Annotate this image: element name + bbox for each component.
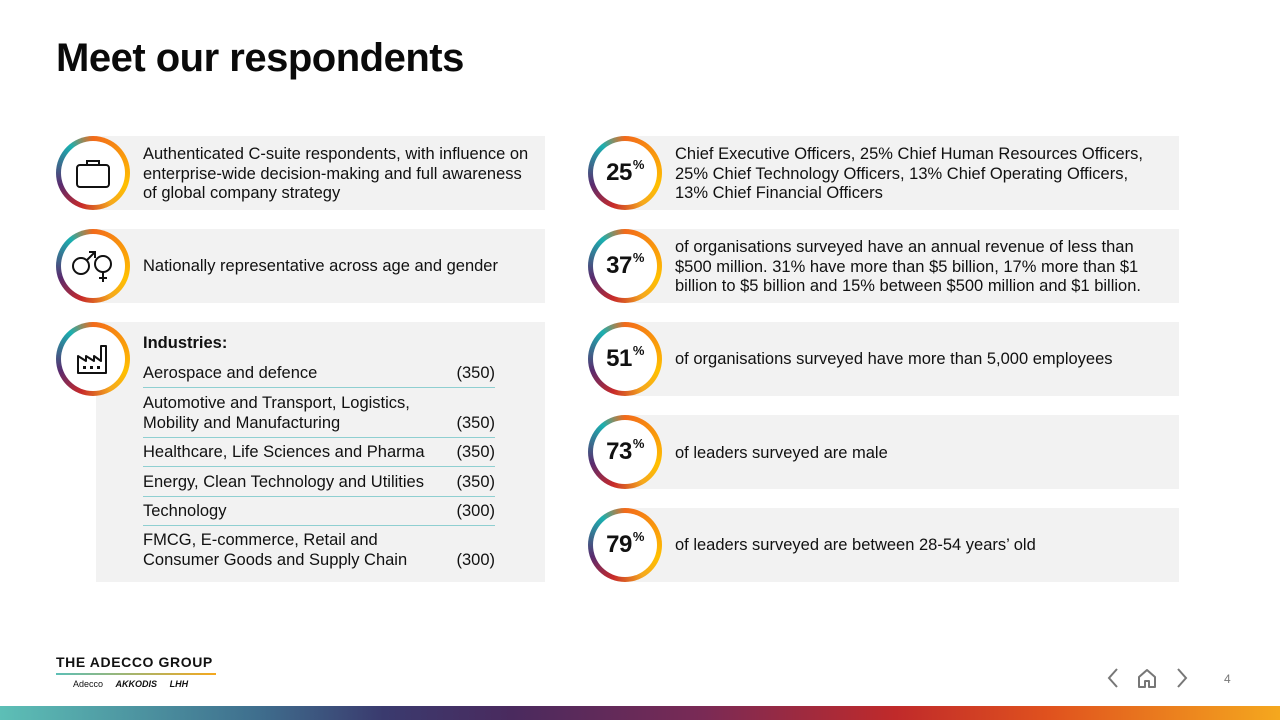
industry-row: Healthcare, Life Sciences and Pharma (35… xyxy=(143,440,495,467)
home-button[interactable] xyxy=(1135,664,1159,692)
brand-underline xyxy=(56,673,216,675)
stat-text: Chief Executive Officers, 25% Chief Huma… xyxy=(675,145,1143,202)
industry-count: (350) xyxy=(456,363,495,382)
stat-card xyxy=(630,229,1179,303)
industry-row: Automotive and Transport, Logistics, Mob… xyxy=(143,389,495,438)
stat-value: 25% xyxy=(606,157,644,186)
industry-row: Energy, Clean Technology and Utilities (… xyxy=(143,469,495,497)
industry-row: FMCG, E-commerce, Retail and Consumer Go… xyxy=(143,528,495,574)
stat-card xyxy=(630,415,1179,489)
sub-brand-lhh: LHH xyxy=(169,679,189,689)
industries-heading: Industries: xyxy=(143,334,228,352)
sub-brand-akkodis: AKKODIS xyxy=(115,679,158,689)
stat-text: of organisations surveyed have an annual… xyxy=(675,238,1141,295)
gradient-footer-bar xyxy=(0,706,1280,720)
industry-name: Healthcare, Life Sciences and Pharma xyxy=(143,442,425,461)
stat-value: 51% xyxy=(606,343,644,372)
stat-value: 73% xyxy=(606,436,644,465)
stat-value: 79% xyxy=(606,529,644,558)
sub-brand-adecco: Adecco xyxy=(73,679,104,689)
industries-ring xyxy=(56,322,130,396)
stat-value: 37% xyxy=(606,250,644,279)
industry-name: Technology xyxy=(143,501,227,520)
stat-text: of leaders surveyed are male xyxy=(675,444,888,462)
stat-ring: 37% xyxy=(588,229,662,303)
sub-brands: Adecco AKKODIS LHH xyxy=(73,679,198,689)
industry-count: (350) xyxy=(456,442,495,461)
factory-icon xyxy=(77,345,107,374)
gender-icon xyxy=(72,251,112,282)
page-number: 4 xyxy=(1224,672,1231,686)
industry-count: (350) xyxy=(456,472,495,491)
industry-name: Automotive and Transport, Logistics, Mob… xyxy=(143,394,410,432)
next-button[interactable] xyxy=(1170,664,1194,692)
previous-button[interactable] xyxy=(1101,664,1125,692)
industry-name: Energy, Clean Technology and Utilities xyxy=(143,472,424,491)
industry-name: Aerospace and defence xyxy=(143,363,318,382)
industry-count: (350) xyxy=(456,413,495,432)
industries-card xyxy=(96,322,545,582)
stat-ring: 79% xyxy=(588,508,662,582)
industry-count: (300) xyxy=(456,550,495,569)
csuite-text: Authenticated C-suite respondents, with … xyxy=(143,145,529,202)
gender-ring xyxy=(56,229,130,303)
home-icon xyxy=(1138,669,1156,688)
csuite-ring xyxy=(56,136,130,210)
stat-text: of organisations surveyed have more than… xyxy=(675,350,1113,368)
industry-name: FMCG, E-commerce, Retail and Consumer Go… xyxy=(143,531,408,569)
gender-card xyxy=(96,229,545,303)
page-title: Meet our respondents xyxy=(56,36,464,80)
stat-card xyxy=(630,136,1179,210)
stat-card xyxy=(630,322,1179,396)
briefcase-icon xyxy=(76,160,110,188)
chevron-left-icon xyxy=(1107,668,1118,688)
gender-text: Nationally representative across age and… xyxy=(143,257,498,275)
industry-row: Technology (300) xyxy=(143,499,495,526)
csuite-card xyxy=(96,136,545,210)
stat-text: of leaders surveyed are between 28-54 ye… xyxy=(675,536,1036,554)
stat-card xyxy=(630,508,1179,582)
industry-count: (300) xyxy=(456,501,495,520)
brand-logo: THE ADECCO GROUP xyxy=(56,654,213,670)
stat-ring: 25% xyxy=(588,136,662,210)
industry-row: Aerospace and defence (350) xyxy=(143,362,495,388)
stat-ring: 51% xyxy=(588,322,662,396)
stat-ring: 73% xyxy=(588,415,662,489)
chevron-right-icon xyxy=(1177,668,1188,688)
